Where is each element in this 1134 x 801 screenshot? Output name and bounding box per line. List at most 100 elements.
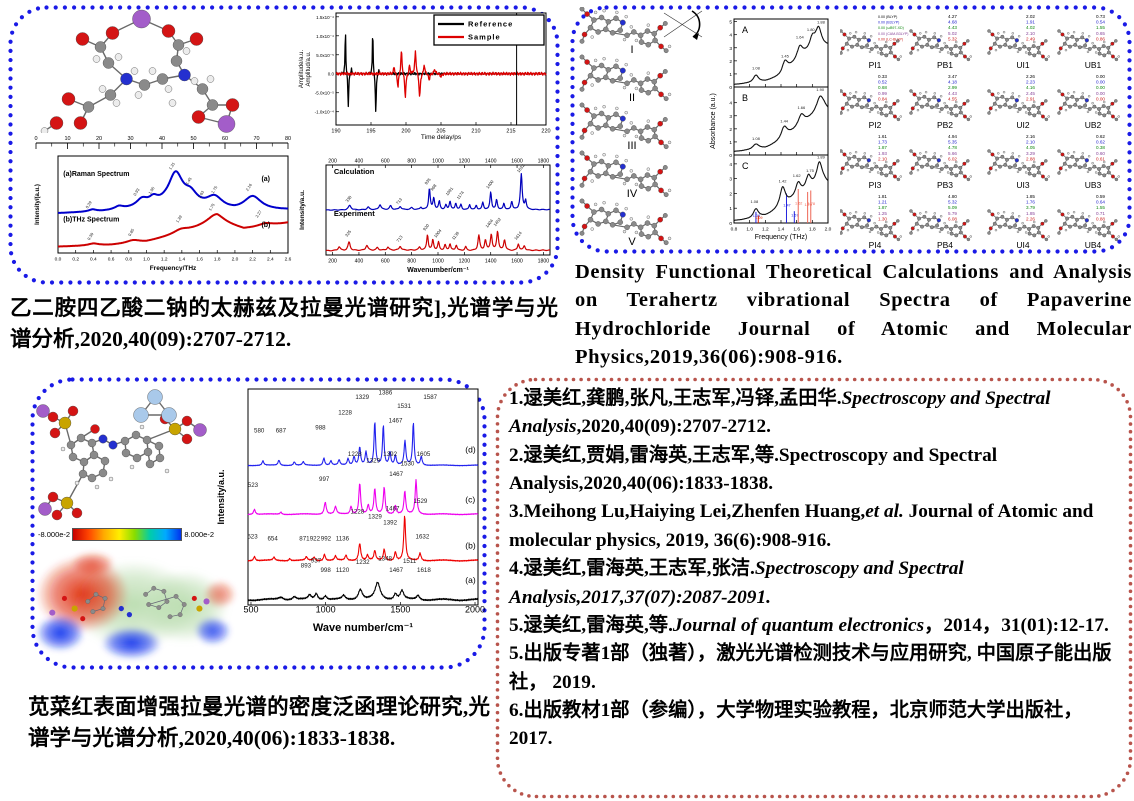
svg-text:1348: 1348: [378, 555, 392, 562]
svg-text:0.84: 0.84: [878, 96, 887, 101]
svg-text:0.65: 0.65: [1096, 31, 1105, 36]
svg-text:205: 205: [436, 129, 445, 135]
svg-text:600: 600: [381, 159, 390, 165]
svg-text:UI2: UI2: [1016, 120, 1030, 130]
svg-text:1614: 1614: [513, 230, 523, 241]
svg-text:1.4: 1.4: [778, 227, 785, 233]
svg-text:5.66: 5.66: [948, 151, 957, 156]
svg-text:0.59: 0.59: [1096, 194, 1105, 199]
panel-publications: 1.逯美红,龚鹏,张凡,王志军,冯铎,孟田华.Spectroscopy and …: [495, 377, 1133, 799]
svg-text:UB3: UB3: [1085, 180, 1102, 190]
svg-text:654: 654: [267, 535, 278, 542]
svg-text:1.74: 1.74: [804, 203, 811, 207]
svg-text:1.81: 1.81: [878, 194, 887, 199]
svg-text:1.87: 1.87: [878, 205, 887, 210]
svg-text:1.8: 1.8: [809, 227, 816, 233]
svg-text:0.73: 0.73: [1096, 14, 1105, 19]
svg-text:0.0: 0.0: [328, 72, 335, 77]
svg-text:4.05: 4.05: [1026, 145, 1035, 150]
panel-amaranth-figures: -8.000e-2 8.000e-2 500 1000 1500 2000 1329 13…: [30, 377, 487, 670]
svg-text:0.33: 0.33: [878, 74, 887, 79]
svg-text:968: 968: [429, 183, 438, 192]
svg-text:IV: IV: [627, 188, 638, 200]
svg-text:1529: 1529: [414, 498, 428, 505]
svg-text:III: III: [627, 140, 636, 152]
svg-text:1.66: 1.66: [797, 105, 806, 110]
svg-text:0.62: 0.62: [1096, 140, 1105, 145]
svg-text:0.00 (CAM-B3LYP): 0.00 (CAM-B3LYP): [878, 32, 909, 36]
svg-text:4: 4: [729, 101, 732, 107]
colorbar-max-label: 8.000e-2: [184, 530, 214, 539]
svg-text:1.75: 1.75: [806, 168, 815, 173]
svg-text:0.39: 0.39: [84, 199, 93, 209]
publication-item: 5.逯美红,雷海英,等.Journal of quantum electroni…: [509, 614, 1109, 636]
svg-text:1400: 1400: [485, 179, 495, 190]
svg-text:1511: 1511: [403, 558, 417, 565]
svg-text:(a)Raman Spectrum: (a)Raman Spectrum: [63, 171, 129, 178]
svg-text:0: 0: [34, 136, 37, 142]
svg-text:2.4: 2.4: [267, 257, 274, 263]
svg-text:2.10: 2.10: [1026, 140, 1035, 145]
svg-text:PI2: PI2: [869, 120, 882, 130]
svg-text:I: I: [630, 44, 633, 56]
svg-text:800: 800: [407, 259, 416, 265]
svg-text:(c): (c): [465, 494, 475, 504]
svg-text:(b): (b): [261, 222, 270, 229]
scale-ruler: 0 10 20 30 40 50 60 70 80: [34, 136, 291, 149]
svg-text:4.80: 4.80: [948, 194, 957, 199]
svg-text:2.6: 2.6: [285, 257, 292, 263]
svg-text:4.43: 4.43: [948, 25, 957, 30]
svg-text:190: 190: [331, 129, 340, 135]
svg-text:1452: 1452: [492, 216, 502, 227]
svg-text:2.10: 2.10: [1026, 31, 1035, 36]
svg-text:Time delay/ps: Time delay/ps: [421, 134, 462, 141]
publication-item: 2.逯美红,贾娟,雷海英,王志军,等.Spectroscopy and Spec…: [509, 444, 998, 495]
svg-text:PI1: PI1: [869, 60, 882, 70]
svg-text:2.16: 2.16: [1026, 134, 1035, 139]
svg-text:1228: 1228: [338, 410, 352, 417]
svg-text:2.45: 2.45: [1026, 91, 1035, 96]
svg-text:1587: 1587: [423, 394, 437, 401]
svg-text:0: 0: [729, 85, 732, 91]
svg-text:0.54: 0.54: [1096, 20, 1105, 25]
svg-text:922: 922: [310, 535, 321, 542]
svg-text:0.00: 0.00: [1096, 85, 1105, 90]
svg-text:30: 30: [127, 136, 133, 142]
svg-text:0.61: 0.61: [1096, 156, 1105, 161]
sers-raman-chart: 500 1000 1500 2000 1329 1386 1587 1531 1228 1467 9…: [216, 388, 485, 634]
svg-text:0.00 (ωB97-XD): 0.00 (ωB97-XD): [878, 26, 904, 30]
svg-text:1.61: 1.61: [878, 134, 887, 139]
svg-text:1600: 1600: [511, 259, 523, 265]
svg-text:Wavenumber/cm⁻¹: Wavenumber/cm⁻¹: [407, 267, 469, 274]
svg-text:PB3: PB3: [937, 180, 953, 190]
svg-text:1.57: 1.57: [791, 213, 798, 217]
svg-text:0.68: 0.68: [878, 85, 887, 90]
svg-text:1.2: 1.2: [161, 257, 168, 263]
svg-text:0.99: 0.99: [878, 91, 887, 96]
svg-text:4.78: 4.78: [948, 145, 957, 150]
svg-text:3: 3: [729, 177, 732, 183]
svg-text:PB4: PB4: [937, 240, 953, 250]
colorbar-min-label: -8.000e-2: [38, 530, 71, 539]
svg-text:400: 400: [355, 159, 364, 165]
svg-text:1.45: 1.45: [184, 176, 193, 186]
svg-text:2.23: 2.23: [1026, 80, 1035, 85]
svg-text:(d): (d): [465, 444, 476, 454]
svg-text:4.43: 4.43: [948, 91, 957, 96]
svg-text:UI1: UI1: [1016, 60, 1030, 70]
svg-text:1000: 1000: [316, 605, 336, 615]
svg-text:1.62: 1.62: [793, 173, 802, 178]
svg-text:1200: 1200: [459, 159, 471, 165]
svg-text:70: 70: [253, 136, 259, 142]
svg-text:(a): (a): [261, 176, 270, 183]
svg-text:5.02: 5.02: [948, 31, 957, 36]
raman-thz-spectrum-chart: 0.0 0.2 0.4 0.6 0.8 1.0 1.2 1.4 1.6 1.8 2.0 2.2 2.4 2…: [35, 155, 292, 272]
svg-text:195: 195: [366, 129, 375, 135]
svg-text:5.09: 5.09: [948, 205, 957, 210]
svg-text:988: 988: [315, 425, 326, 432]
colorbar-gradient: [72, 528, 183, 541]
svg-text:523: 523: [248, 482, 259, 489]
svg-text:1.93: 1.93: [878, 151, 887, 156]
svg-text:PI4: PI4: [869, 240, 882, 250]
svg-text:1091: 1091: [444, 186, 454, 197]
